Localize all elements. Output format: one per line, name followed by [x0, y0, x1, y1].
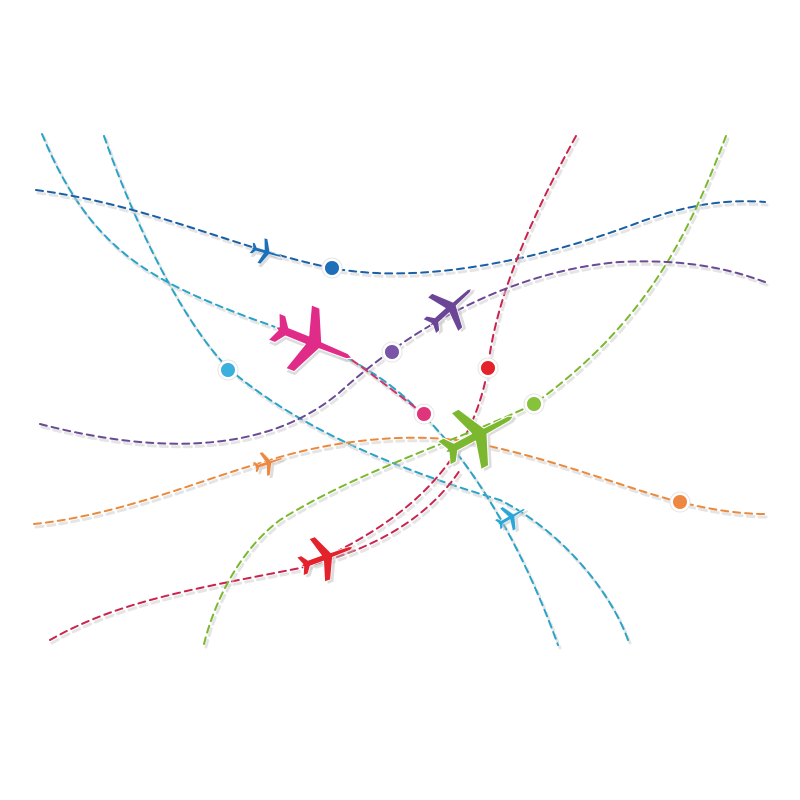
pin-purple — [381, 341, 403, 363]
pin-blue — [321, 257, 343, 279]
plane-orange — [250, 446, 290, 482]
route-crimson-1-shadow — [330, 137, 580, 560]
pin-green — [523, 393, 545, 415]
route-pins — [217, 257, 691, 513]
plane-red — [291, 525, 364, 590]
route-teal-2-shadow — [42, 135, 562, 650]
route-pink — [351, 359, 425, 415]
route-pink-shadow — [352, 361, 428, 419]
route-teal-2 — [41, 133, 559, 646]
route-crimson-1 — [329, 135, 577, 556]
pin-lightblue — [217, 359, 239, 381]
pin-pink — [413, 403, 435, 425]
route-teal-1 — [103, 135, 629, 641]
route-navy — [35, 189, 766, 275]
route-orange — [33, 436, 766, 525]
route-purple-shadow — [40, 262, 769, 449]
pin-orange — [669, 491, 691, 513]
route-purple — [39, 260, 766, 445]
pin-red — [477, 357, 499, 379]
route-lines — [33, 133, 769, 650]
plane-magenta — [260, 294, 366, 394]
plane-blue — [247, 235, 287, 273]
plane-purple — [413, 271, 491, 345]
route-crimson-2-shadow — [50, 471, 464, 645]
route-lime — [203, 135, 727, 645]
route-crimson-2 — [49, 469, 461, 641]
